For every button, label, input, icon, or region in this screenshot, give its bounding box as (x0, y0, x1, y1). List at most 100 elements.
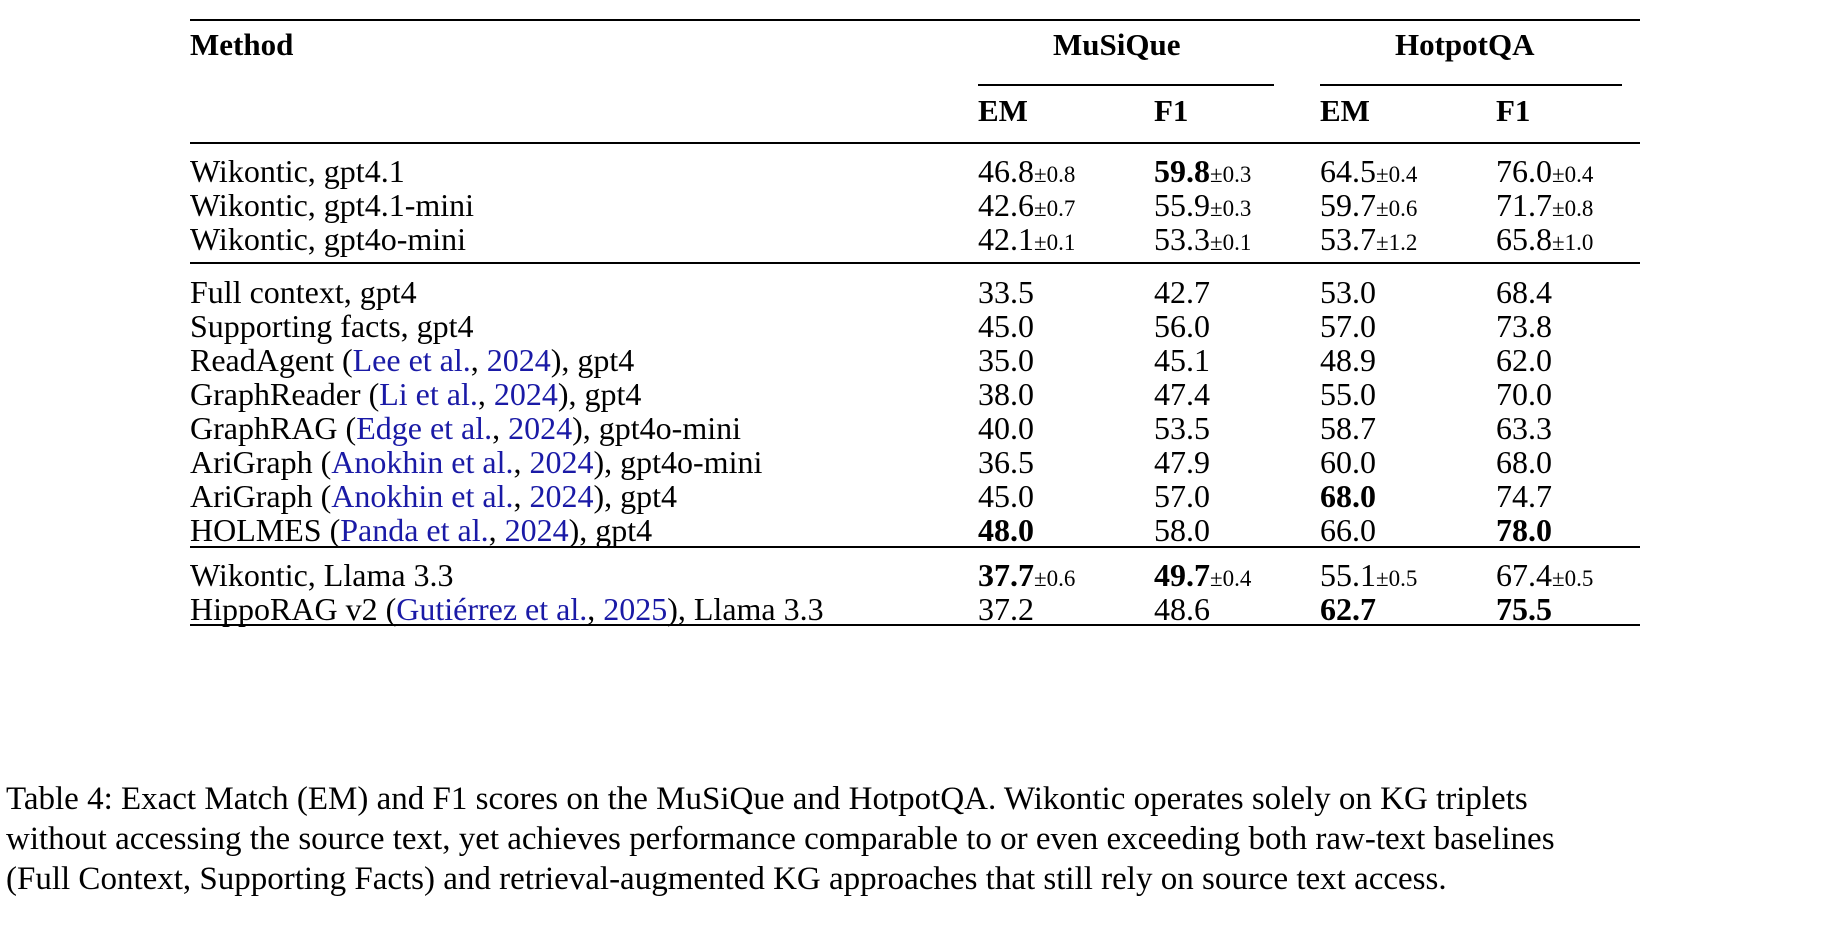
score-std: ±0.6 (1034, 566, 1076, 591)
score-cell: 49.7±0.4 (1154, 555, 1251, 599)
score-value: 67.4 (1496, 557, 1552, 593)
score-cell: 35.0 (978, 340, 1034, 380)
score-value: 48.9 (1320, 342, 1376, 378)
score-std: ±0.8 (1552, 196, 1594, 221)
score-value: 53.5 (1154, 410, 1210, 446)
score-cell: 57.0 (1154, 476, 1210, 516)
score-value: 70.0 (1496, 376, 1552, 412)
header-method: Method (190, 27, 294, 62)
method-text: GraphReader ( (190, 376, 380, 412)
caption-line: Table 4: Exact Match (EM) and F1 scores … (6, 781, 1528, 817)
score-value: 53.3 (1154, 221, 1210, 257)
header-metric: F1 (1154, 93, 1189, 128)
score-std: ±0.5 (1376, 566, 1418, 591)
score-value: 40.0 (978, 410, 1034, 446)
method-text: , (488, 512, 505, 548)
citation-link[interactable]: Lee et al. (352, 342, 471, 378)
score-value: 60.0 (1320, 444, 1376, 480)
method-text: ReadAgent ( (190, 342, 353, 378)
header-metric: EM (1320, 93, 1370, 128)
citation-link[interactable]: 2024 (493, 376, 558, 412)
score-cell: 65.8±1.0 (1496, 219, 1593, 263)
score-value: 57.0 (1320, 308, 1376, 344)
citation-link[interactable]: 2024 (486, 342, 551, 378)
score-cell: 58.0 (1154, 510, 1210, 550)
score-cell: 71.7±0.8 (1496, 185, 1593, 229)
score-cell: 37.7±0.6 (978, 555, 1075, 599)
citation-link[interactable]: 2024 (529, 478, 594, 514)
score-value: 35.0 (978, 342, 1034, 378)
score-value: 73.8 (1496, 308, 1552, 344)
citation-link[interactable]: 2024 (529, 444, 594, 480)
score-std: ±0.1 (1210, 230, 1252, 255)
citation-link[interactable]: 2024 (504, 512, 569, 548)
citation-link[interactable]: Li et al. (379, 376, 478, 412)
score-cell: 40.0 (978, 408, 1034, 448)
score-cell: 42.6±0.7 (978, 185, 1075, 229)
score-value: 47.4 (1154, 376, 1210, 412)
method-name: Wikontic, Llama 3.3 (190, 555, 454, 595)
score-value: 57.0 (1154, 478, 1210, 514)
score-value: 42.7 (1154, 274, 1210, 310)
citation-link[interactable]: 2024 (508, 410, 573, 446)
method-name: Full context, gpt4 (190, 272, 417, 312)
citation-link[interactable]: Edge et al. (356, 410, 493, 446)
method-text: GraphRAG ( (190, 410, 357, 446)
score-cell: 76.0±0.4 (1496, 151, 1593, 195)
score-cell: 55.9±0.3 (1154, 185, 1251, 229)
score-value: 33.5 (978, 274, 1034, 310)
header-metric: EM (978, 93, 1028, 128)
method-name: AriGraph (Anokhin et al., 2024), gpt4o-m… (190, 442, 762, 482)
score-std: ±0.4 (1376, 162, 1418, 187)
score-cell: 47.4 (1154, 374, 1210, 414)
method-text: , (513, 478, 530, 514)
header-group: MuSiQue (1053, 27, 1181, 62)
score-std: ±0.7 (1034, 196, 1076, 221)
score-value: 59.8 (1154, 153, 1210, 189)
table-rule (190, 546, 1640, 548)
score-value: 71.7 (1496, 187, 1552, 223)
score-cell: 33.5 (978, 272, 1034, 312)
score-cell: 68.0 (1496, 442, 1552, 482)
method-text: Wikontic, gpt4.1 (190, 153, 405, 189)
score-cell: 58.7 (1320, 408, 1376, 448)
score-cell: 48.6 (1154, 589, 1210, 629)
score-value: 42.1 (978, 221, 1034, 257)
citation-link[interactable]: Anokhin et al. (331, 444, 514, 480)
score-value: 45.0 (978, 308, 1034, 344)
citation-link[interactable]: Panda et al. (340, 512, 489, 548)
method-name: Wikontic, gpt4.1 (190, 151, 405, 191)
score-cell: 42.1±0.1 (978, 219, 1075, 263)
score-cell: 63.3 (1496, 408, 1552, 448)
score-cell: 38.0 (978, 374, 1034, 414)
method-text: Wikontic, Llama 3.3 (190, 557, 454, 593)
method-text: Wikontic, gpt4o-mini (190, 221, 467, 257)
citation-link[interactable]: 2025 (603, 591, 668, 627)
caption-line: without accessing the source text, yet a… (6, 821, 1555, 857)
score-value: 66.0 (1320, 512, 1376, 548)
score-value: 62.7 (1320, 591, 1376, 627)
score-cell: 53.0 (1320, 272, 1376, 312)
score-cell: 53.7±1.2 (1320, 219, 1417, 263)
score-value: 59.7 (1320, 187, 1376, 223)
score-cell: 67.4±0.5 (1496, 555, 1593, 599)
method-text: ), Llama 3.3 (667, 591, 824, 627)
score-value: 76.0 (1496, 153, 1552, 189)
score-cell: 73.8 (1496, 306, 1552, 346)
score-value: 36.5 (978, 444, 1034, 480)
citation-link[interactable]: Anokhin et al. (331, 478, 514, 514)
header-group: HotpotQA (1395, 27, 1535, 62)
method-text: ), gpt4 (568, 512, 653, 548)
score-cell: 66.0 (1320, 510, 1376, 550)
score-cell: 55.1±0.5 (1320, 555, 1417, 599)
score-cell: 57.0 (1320, 306, 1376, 346)
score-cell: 62.0 (1496, 340, 1552, 380)
score-cell: 42.7 (1154, 272, 1210, 312)
citation-link[interactable]: Gutiérrez et al. (396, 591, 588, 627)
score-value: 47.9 (1154, 444, 1210, 480)
score-std: ±1.2 (1376, 230, 1418, 255)
score-cell: 45.1 (1154, 340, 1210, 380)
score-cell: 37.2 (978, 589, 1034, 629)
score-value: 38.0 (978, 376, 1034, 412)
method-text: AriGraph ( (190, 478, 332, 514)
